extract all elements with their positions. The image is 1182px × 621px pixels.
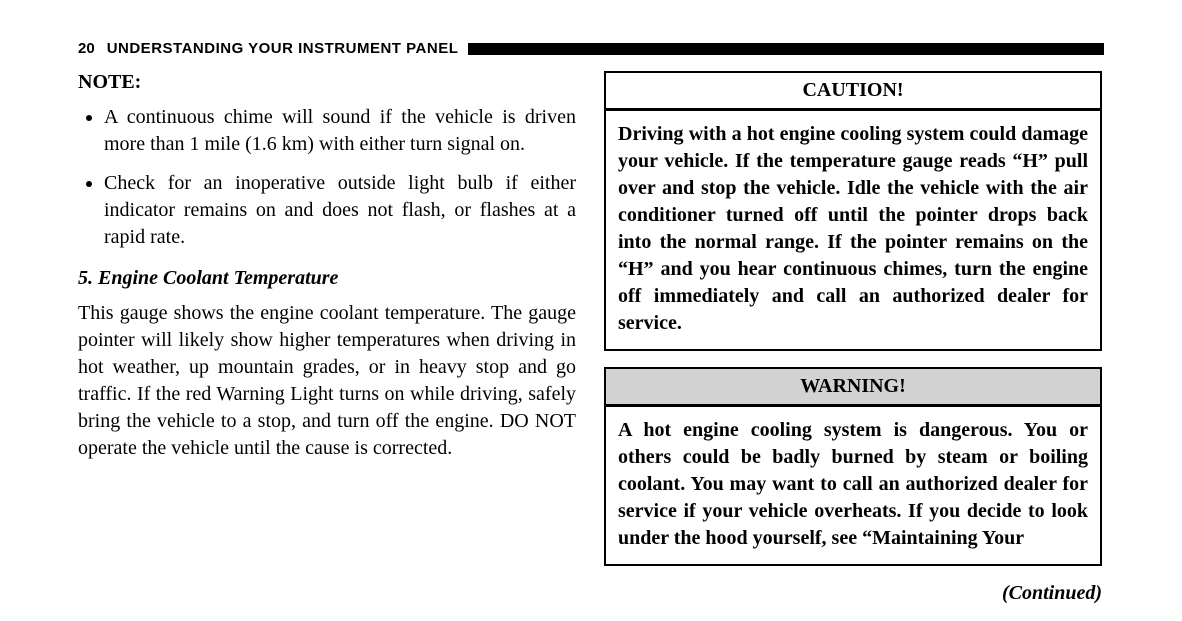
page-number: 20 (78, 40, 95, 57)
left-column: NOTE: A continuous chime will sound if t… (78, 71, 576, 605)
continued-label: (Continued) (604, 582, 1102, 605)
warning-title: WARNING! (606, 369, 1100, 407)
page-header: 20 UNDERSTANDING YOUR INSTRUMENT PANEL (78, 40, 1104, 57)
right-column: CAUTION! Driving with a hot engine cooli… (604, 71, 1102, 605)
caution-title: CAUTION! (606, 73, 1100, 111)
bullet-item: Check for an inoperative outside light b… (104, 170, 576, 251)
warning-body: A hot engine cooling system is dangerous… (606, 407, 1100, 564)
note-label: NOTE: (78, 71, 576, 94)
caution-box: CAUTION! Driving with a hot engine cooli… (604, 71, 1102, 351)
two-column-layout: NOTE: A continuous chime will sound if t… (78, 71, 1104, 605)
caution-body: Driving with a hot engine cooling system… (606, 111, 1100, 349)
manual-page: 20 UNDERSTANDING YOUR INSTRUMENT PANEL N… (0, 0, 1182, 621)
bullet-item: A continuous chime will sound if the veh… (104, 104, 576, 158)
body-paragraph: This gauge shows the engine coolant temp… (78, 300, 576, 462)
note-bullet-list: A continuous chime will sound if the veh… (78, 104, 576, 251)
warning-box: WARNING! A hot engine cooling system is … (604, 367, 1102, 566)
header-rule-bar (468, 43, 1104, 55)
section-heading: 5. Engine Coolant Temperature (78, 267, 576, 290)
header-title: UNDERSTANDING YOUR INSTRUMENT PANEL (107, 40, 459, 57)
